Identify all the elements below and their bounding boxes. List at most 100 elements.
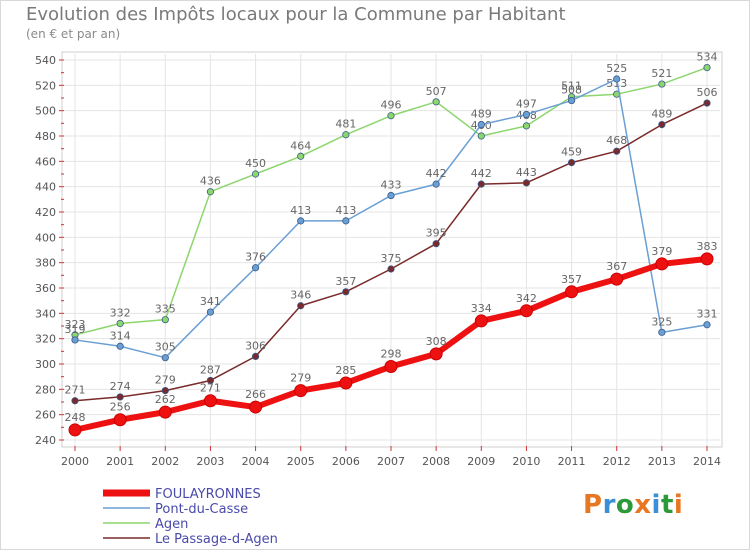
data-point (384, 360, 398, 374)
data-label: 376 (245, 251, 266, 264)
y-tick-label: 500 (35, 105, 56, 118)
y-tick-label: 340 (35, 307, 56, 320)
data-point (116, 319, 124, 328)
data-label: 325 (651, 315, 672, 328)
data-point (522, 122, 531, 130)
data-point (477, 180, 485, 188)
y-tick-label: 420 (35, 206, 56, 219)
data-point (116, 393, 124, 401)
data-label: 433 (381, 179, 402, 192)
data-point (294, 384, 308, 398)
y-tick-label: 320 (35, 333, 56, 346)
data-label: 507 (426, 85, 447, 98)
data-label: 489 (471, 108, 492, 121)
x-tick-label: 2008 (422, 455, 450, 468)
y-tick-label: 360 (35, 282, 56, 295)
data-label: 511 (561, 80, 582, 93)
logo-letter: i (651, 490, 661, 520)
data-point (161, 386, 169, 395)
data-point (519, 304, 533, 318)
data-label: 274 (110, 380, 131, 393)
data-point (703, 321, 711, 329)
data-label: 334 (471, 302, 492, 315)
logo-letter: P (583, 490, 603, 520)
data-label: 513 (606, 77, 627, 90)
data-label: 271 (200, 382, 221, 395)
data-point (251, 170, 260, 178)
data-label: 266 (245, 388, 266, 401)
data-point (161, 354, 169, 362)
data-point (387, 191, 395, 200)
data-point (477, 121, 485, 129)
data-point (68, 423, 82, 437)
data-label: 271 (65, 384, 86, 397)
y-tick-label: 520 (35, 79, 56, 92)
x-tick-label: 2003 (196, 455, 224, 468)
data-point (700, 252, 714, 266)
data-label: 464 (290, 139, 311, 152)
y-tick-label: 280 (35, 383, 56, 396)
data-label: 287 (200, 363, 221, 376)
data-label: 442 (471, 167, 492, 180)
y-tick-label: 480 (35, 130, 56, 143)
data-label: 525 (606, 62, 627, 75)
data-label: 342 (516, 292, 537, 305)
data-point (474, 314, 488, 328)
data-point (613, 75, 621, 83)
x-tick-label: 2009 (467, 455, 495, 468)
data-label: 308 (426, 335, 447, 348)
data-label: 305 (155, 341, 176, 354)
data-point (116, 342, 124, 350)
x-tick-label: 2000 (61, 455, 89, 468)
chart-title: Evolution des Impôts locaux pour la Comm… (26, 4, 566, 25)
data-label: 379 (651, 245, 672, 258)
data-point (522, 179, 531, 187)
legend-label-1: Pont-du-Casse (155, 502, 248, 517)
logo-letter: i (673, 490, 684, 520)
logo-letter: x (634, 490, 652, 520)
data-label: 285 (335, 364, 356, 377)
data-label: 331 (697, 308, 718, 321)
data-label: 367 (606, 260, 627, 273)
x-tick-label: 2007 (377, 455, 405, 468)
data-label: 256 (110, 401, 131, 414)
x-tick-label: 2012 (603, 455, 631, 468)
data-label: 335 (155, 303, 176, 316)
data-label: 279 (290, 372, 311, 385)
legend-label-2: Agen (155, 517, 188, 532)
data-point (251, 352, 260, 360)
data-point (297, 302, 305, 310)
x-tick-label: 2006 (332, 455, 360, 468)
data-label: 306 (245, 339, 266, 352)
data-label: 468 (606, 134, 627, 147)
data-label: 375 (381, 252, 402, 265)
data-point (432, 180, 440, 188)
data-point (703, 99, 711, 107)
data-label: 506 (697, 86, 718, 99)
data-point (432, 98, 440, 106)
data-point (161, 316, 169, 324)
data-label: 248 (65, 411, 86, 424)
logo-letter: r (602, 490, 616, 520)
data-label: 357 (561, 273, 582, 286)
y-tick-label: 300 (35, 358, 56, 371)
data-label: 521 (651, 67, 672, 80)
data-point (429, 347, 443, 361)
data-point (297, 152, 305, 160)
data-point (387, 265, 395, 273)
y-tick-label: 240 (35, 434, 56, 447)
data-label: 481 (335, 118, 356, 131)
data-point (522, 110, 531, 119)
data-label: 508 (561, 84, 582, 97)
data-point (655, 257, 669, 271)
chart-subtitle: (en € et par an) (26, 27, 121, 41)
data-label: 395 (426, 227, 447, 240)
data-point (658, 80, 666, 88)
data-label: 413 (290, 204, 311, 217)
data-point (477, 132, 485, 140)
data-label: 442 (426, 167, 447, 180)
legend-label-3: Le Passage-d-Agen (155, 532, 278, 547)
logo-letter: t (660, 490, 674, 520)
data-point (613, 147, 621, 155)
x-tick-label: 2004 (242, 455, 270, 468)
